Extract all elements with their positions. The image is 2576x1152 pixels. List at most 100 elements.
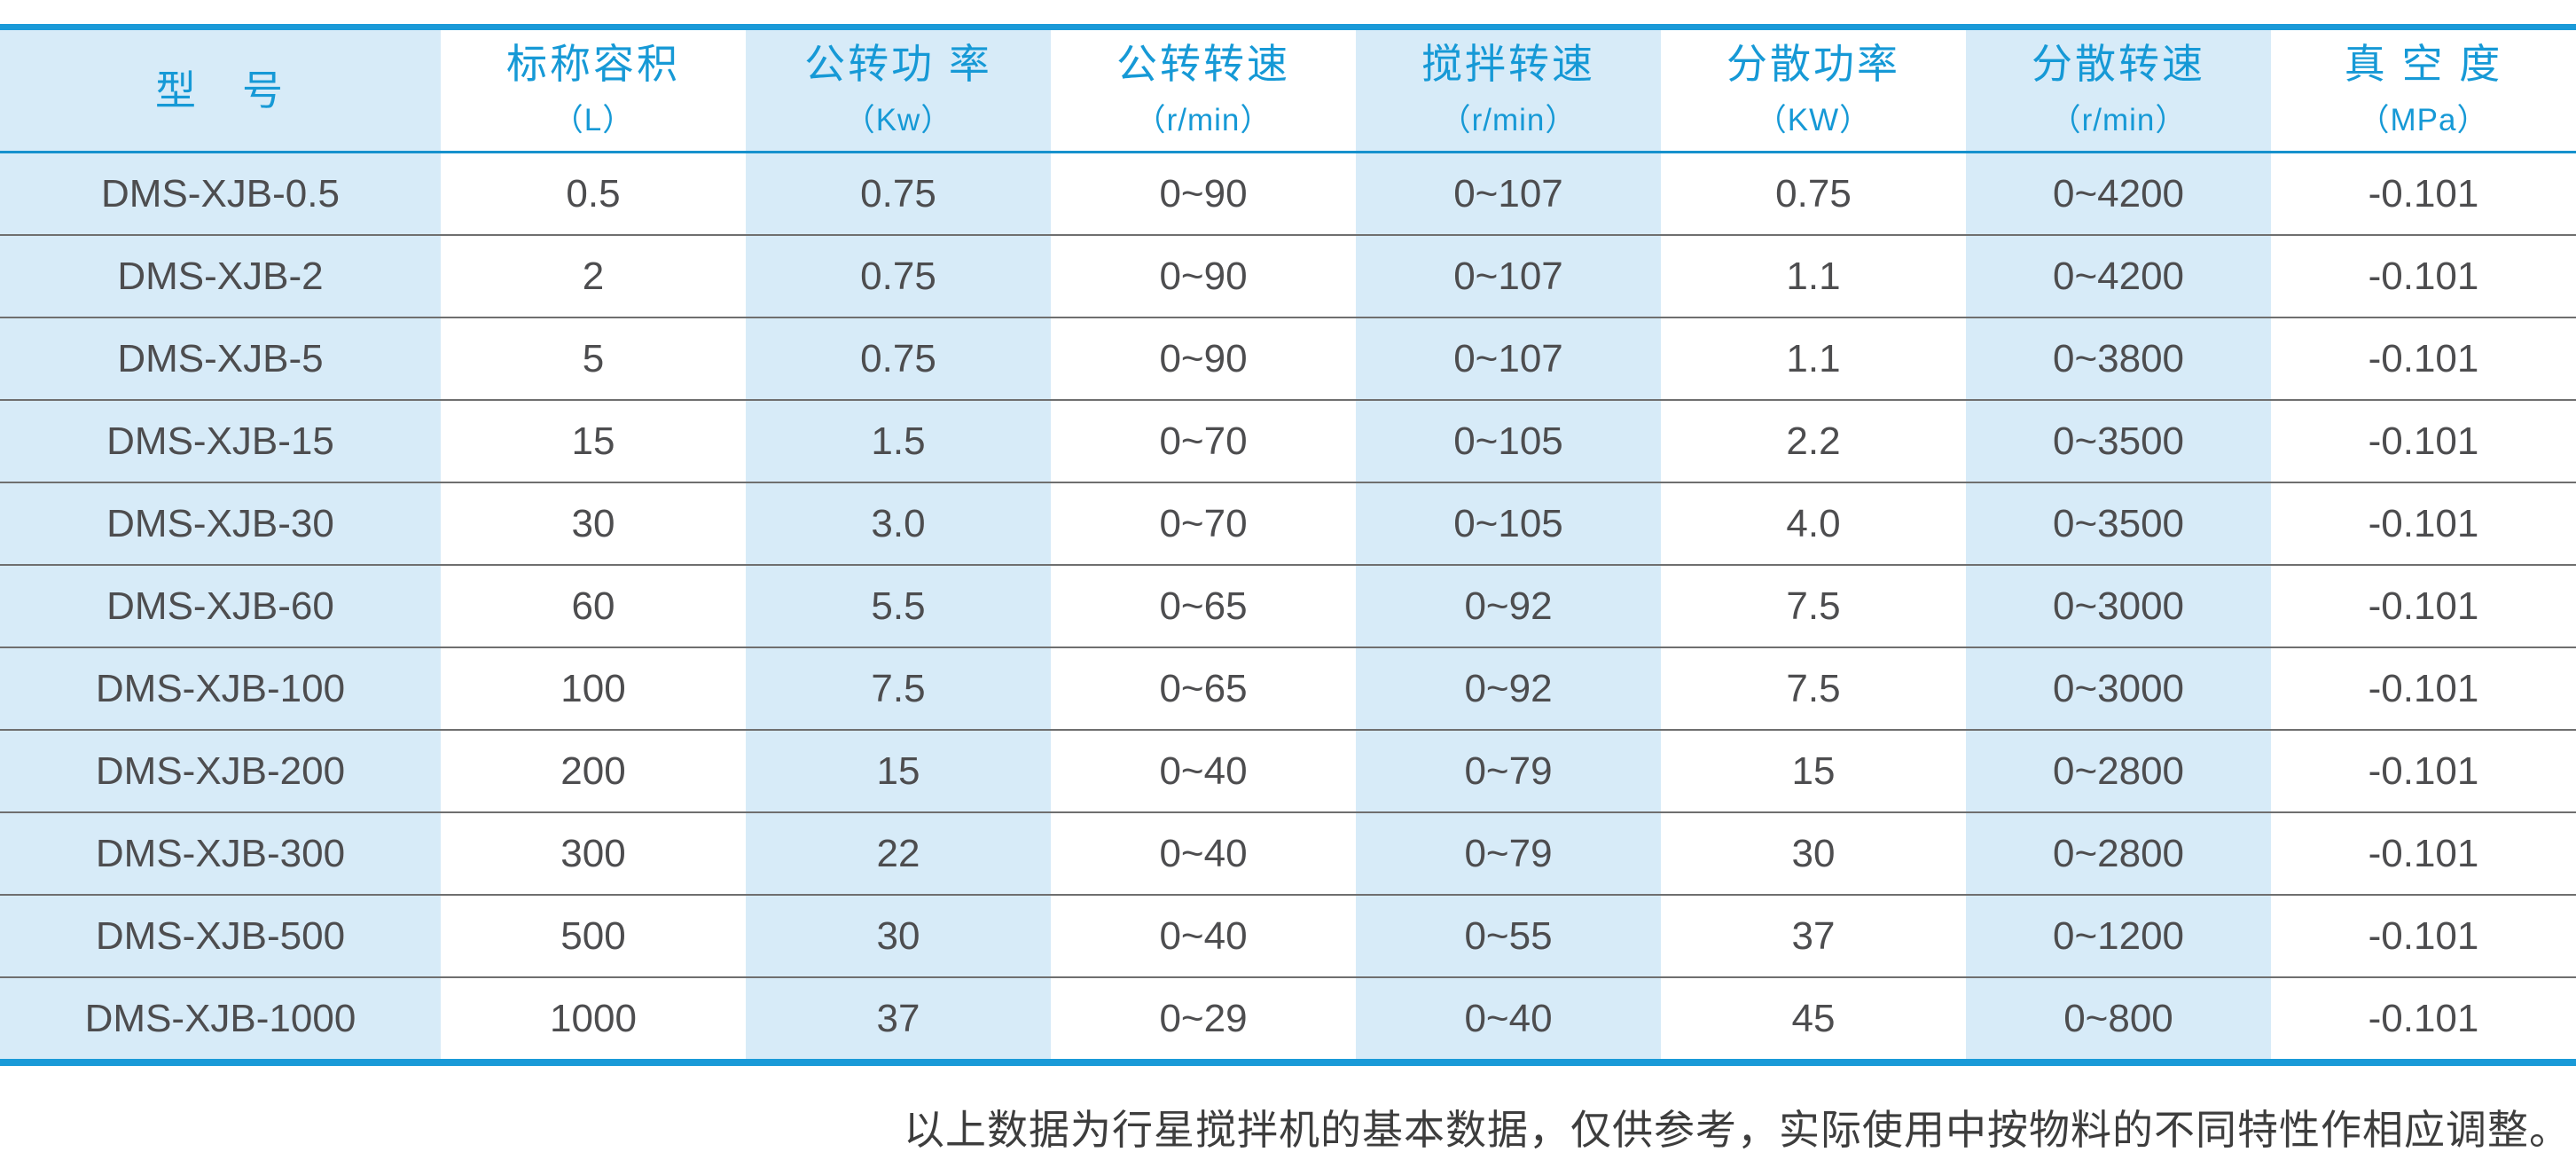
table-cell: 4.0 [1661,482,1966,565]
table-cell: 30 [746,894,1051,977]
table-row: DMS-XJB-5 5 0.75 0~90 0~107 1.1 0~3800 -… [0,317,2576,400]
table-cell: 22 [746,811,1051,895]
table-cell: 0~3000 [1966,564,2271,647]
table-cell: 60 [441,564,746,647]
table-cell: -0.101 [2271,317,2576,400]
table-cell: 0~3800 [1966,317,2271,400]
table-cell: 0~65 [1051,647,1356,730]
table-cell: 0~79 [1356,729,1661,812]
col-header-unit: （r/min） [1439,102,1578,137]
table-cell: 0~3000 [1966,647,2271,730]
table-cell: -0.101 [2271,482,2576,565]
col-header-title: 分散转速 [2032,41,2205,88]
table-cell: -0.101 [2271,811,2576,895]
footer-note: 以上数据为行星搅拌机的基本数据，仅供参考，实际使用中按物料的不同特性作相应调整。 [904,1106,2571,1152]
table-cell: -0.101 [2271,152,2576,235]
table-cell: 0~70 [1051,482,1356,565]
table-cell-model: DMS-XJB-300 [0,811,441,895]
table-cell: 0~4200 [1966,234,2271,317]
table-cell: 0~2800 [1966,811,2271,895]
table-cell: 0~2800 [1966,729,2271,812]
table-cell: 0~90 [1051,317,1356,400]
table-row: DMS-XJB-300 300 22 0~40 0~79 30 0~2800 -… [0,811,2576,895]
table-cell: -0.101 [2271,564,2576,647]
col-header-stirring-speed: 搅拌转速 （r/min） [1356,27,1661,153]
table-cell: 0.75 [1661,152,1966,235]
col-header-title: 真 空 度 [2344,41,2503,88]
col-header-title: 搅拌转速 [1421,41,1595,88]
col-header-dispersion-power: 分散功率 （KW） [1661,27,1966,153]
col-header-nominal-capacity: 标称容积 （L） [441,27,746,153]
table-cell: 1.1 [1661,317,1966,400]
table-cell: 0.75 [746,234,1051,317]
table-cell: 15 [1661,729,1966,812]
table-cell: 2.2 [1661,399,1966,482]
table-cell-model: DMS-XJB-500 [0,894,441,977]
table-row: DMS-XJB-500 500 30 0~40 0~55 37 0~1200 -… [0,894,2576,977]
table-cell: -0.101 [2271,647,2576,730]
col-header-model: 型 号 [0,27,441,153]
table-cell: 1.5 [746,399,1051,482]
col-header-title: 型 号 [155,67,286,114]
table-cell-model: DMS-XJB-2 [0,234,441,317]
table-cell: 0~105 [1356,399,1661,482]
table-cell-model: DMS-XJB-100 [0,647,441,730]
table-cell: 7.5 [746,647,1051,730]
col-header-title: 标称容积 [506,41,680,88]
table-cell: -0.101 [2271,234,2576,317]
col-header-unit: （Kw） [843,102,953,137]
table-row: DMS-XJB-30 30 3.0 0~70 0~105 4.0 0~3500 … [0,482,2576,565]
table-cell: 0~90 [1051,152,1356,235]
col-header-title: 分散功率 [1726,41,1900,88]
table-cell: 0~55 [1356,894,1661,977]
table-cell: -0.101 [2271,729,2576,812]
table-cell: 1000 [441,976,746,1062]
spec-table: 型 号 标称容积 （L） 公转功 率 （Kw） 公转转速 （r/min） 搅拌转… [0,24,2576,1066]
table-cell: 0~79 [1356,811,1661,895]
table-cell: 0~29 [1051,976,1356,1062]
table-cell: 0~70 [1051,399,1356,482]
table-cell: 0~40 [1356,976,1661,1062]
table-cell: 0~92 [1356,564,1661,647]
table-row: DMS-XJB-100 100 7.5 0~65 0~92 7.5 0~3000… [0,647,2576,730]
table-row: DMS-XJB-1000 1000 37 0~29 0~40 45 0~800 … [0,976,2576,1062]
col-header-vacuum-degree: 真 空 度 （MPa） [2271,27,2576,153]
table-cell: 0~3500 [1966,399,2271,482]
table-cell: 0~40 [1051,811,1356,895]
table-cell-model: DMS-XJB-60 [0,564,441,647]
table-cell: 7.5 [1661,564,1966,647]
table-cell: 0.75 [746,152,1051,235]
table-cell: -0.101 [2271,894,2576,977]
table-cell: 0.5 [441,152,746,235]
table-cell-model: DMS-XJB-1000 [0,976,441,1062]
col-header-unit: （r/min） [1134,102,1272,137]
table-cell-model: DMS-XJB-5 [0,317,441,400]
table-cell-model: DMS-XJB-200 [0,729,441,812]
table-cell: 0~3500 [1966,482,2271,565]
table-cell: 37 [1661,894,1966,977]
col-header-title: 公转转速 [1116,41,1290,88]
table-cell: 200 [441,729,746,812]
table-cell-model: DMS-XJB-15 [0,399,441,482]
header-row: 型 号 标称容积 （L） 公转功 率 （Kw） 公转转速 （r/min） 搅拌转… [0,27,2576,153]
table-cell: 0~107 [1356,152,1661,235]
col-header-revolution-power: 公转功 率 （Kw） [746,27,1051,153]
table-cell: 0~90 [1051,234,1356,317]
table-cell: 500 [441,894,746,977]
table-cell: -0.101 [2271,399,2576,482]
table-cell-model: DMS-XJB-30 [0,482,441,565]
table-cell: 3.0 [746,482,1051,565]
table-cell: 0.75 [746,317,1051,400]
col-header-title: 公转功 率 [804,41,992,88]
table-cell: 0~40 [1051,729,1356,812]
table-cell: 15 [746,729,1051,812]
col-header-unit: （L） [552,102,635,137]
table-row: DMS-XJB-200 200 15 0~40 0~79 15 0~2800 -… [0,729,2576,812]
table-cell: 45 [1661,976,1966,1062]
table-row: DMS-XJB-0.5 0.5 0.75 0~90 0~107 0.75 0~4… [0,152,2576,235]
table-cell: 0~4200 [1966,152,2271,235]
table-cell: 0~105 [1356,482,1661,565]
table-cell: 30 [1661,811,1966,895]
table-cell: 7.5 [1661,647,1966,730]
